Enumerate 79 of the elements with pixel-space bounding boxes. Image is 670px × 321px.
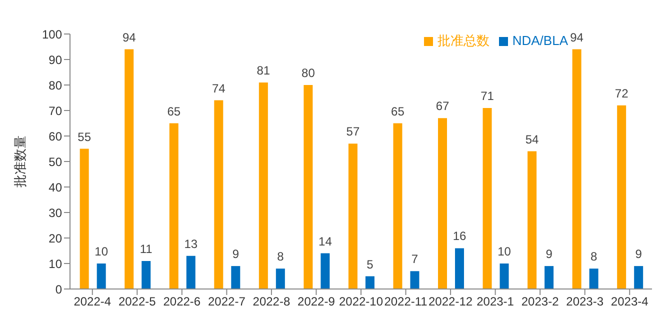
data-label: 72 [614, 86, 629, 100]
bar [589, 268, 598, 289]
x-tick-label: 2023-4 [610, 294, 649, 309]
x-tick-label: 2022-6 [163, 294, 201, 309]
bar [214, 100, 224, 289]
y-tick-label: 0 [55, 282, 62, 296]
bar [393, 123, 402, 289]
bar [634, 266, 644, 289]
bar [365, 276, 374, 289]
data-label: 65 [167, 104, 181, 118]
y-tick-label: 50 [48, 154, 62, 169]
y-tick-label: 30 [48, 206, 62, 220]
data-label: 16 [452, 229, 466, 244]
bar [348, 144, 358, 289]
data-label: 55 [78, 130, 92, 144]
y-tick-label: 70 [48, 104, 62, 118]
bar [528, 151, 537, 289]
data-label: 5 [366, 257, 374, 272]
x-tick-label: 2022-5 [118, 294, 156, 309]
x-tick-label: 2022-12 [428, 294, 473, 309]
bar [455, 248, 464, 289]
data-label: 67 [436, 99, 450, 114]
data-label: 81 [256, 63, 270, 78]
data-label: 14 [318, 234, 332, 248]
bar [320, 253, 330, 289]
data-label: 94 [122, 30, 136, 44]
bar [544, 266, 554, 289]
data-label: 71 [480, 88, 494, 103]
bar [438, 118, 448, 289]
bar [410, 271, 420, 289]
y-tick-label: 90 [48, 52, 62, 67]
data-label: 9 [546, 247, 553, 262]
bar [231, 266, 240, 289]
y-tick-label: 10 [48, 256, 62, 271]
bar [500, 264, 509, 289]
x-tick-label: 2022-10 [338, 294, 384, 309]
bar [142, 260, 151, 289]
data-label: 10 [498, 244, 512, 258]
x-tick-label: 2023-1 [476, 294, 514, 309]
y-tick-label: 60 [48, 129, 62, 144]
bar [186, 256, 196, 289]
data-label: 9 [635, 247, 642, 262]
data-label: 74 [212, 81, 226, 96]
bar [572, 49, 582, 289]
data-label: 11 [140, 242, 153, 256]
y-tick-label: 100 [42, 27, 62, 42]
x-tick-label: 2023-2 [521, 294, 560, 309]
legend-label: 批准总数 [437, 33, 490, 48]
y-tick-label: 80 [48, 78, 62, 92]
bar [80, 148, 89, 289]
x-tick-label: 2023-3 [566, 294, 604, 309]
data-label: 57 [346, 124, 360, 139]
data-label: 8 [590, 250, 598, 264]
y-tick-label: 40 [48, 180, 62, 194]
bar [96, 264, 106, 289]
bar [124, 49, 134, 289]
bar [276, 268, 285, 289]
data-label: 8 [277, 250, 284, 264]
bar [258, 82, 268, 289]
x-tick-label: 2022-7 [208, 294, 246, 309]
x-tick-label: 2022-9 [298, 294, 336, 309]
legend-label: NDA/BLA [512, 33, 568, 48]
bar [304, 85, 313, 289]
y-axis-title: 批准数量 [12, 136, 28, 188]
x-tick-label: 2022-11 [384, 294, 428, 309]
bar [169, 123, 178, 289]
bar [617, 105, 626, 289]
data-label: 10 [94, 244, 108, 258]
data-label: 7 [411, 252, 418, 266]
data-label: 65 [391, 104, 405, 118]
data-label: 94 [570, 30, 584, 44]
x-tick-label: 2022-8 [252, 294, 290, 309]
x-tick-label: 2022-4 [74, 294, 112, 309]
data-label: 54 [525, 132, 540, 146]
y-tick-label: 20 [48, 231, 62, 246]
data-label: 80 [302, 66, 316, 80]
data-label: 9 [232, 247, 240, 262]
bar [482, 108, 492, 289]
data-label: 13 [184, 236, 198, 251]
